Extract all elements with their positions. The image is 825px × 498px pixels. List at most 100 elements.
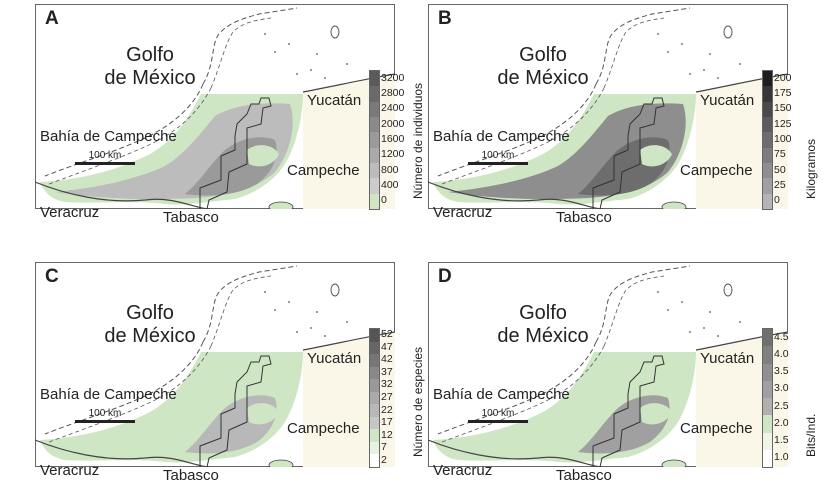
gulf-label-line1: Golfo [519,44,567,66]
coastline [428,331,788,467]
legend-swatch [370,441,379,455]
scale-bar: 100 km [468,150,528,165]
legend-tick-label: 42 [381,353,393,366]
legend-swatch [763,71,772,87]
alacranes-reef [723,25,733,39]
reef-dots [657,33,741,79]
legend-tick-label: 2.5 [774,399,789,412]
tabasco-label: Tabasco [556,209,612,226]
legend-swatch [370,162,379,179]
legend: 52 47 42 37 32 27 22 17 12 7 2 Número de especies [369,328,435,468]
legend-tick-label: 2800 [381,87,405,99]
campeche-label: Campeche [287,162,360,179]
legend-title: Kilogramos [804,138,818,199]
legend-title: Número de individuos [411,82,425,199]
scale-line [75,162,135,165]
legend-swatch [370,391,379,405]
alacranes-reef [330,25,340,39]
legend-tick-label: 1200 [381,148,405,161]
legend-swatch [763,162,772,179]
legend-swatch [763,380,772,398]
map-canvas [35,262,395,467]
legend-swatch [370,329,379,342]
legend-swatch [763,415,772,433]
scale-bar: 100 km [75,150,135,165]
land-area [428,332,788,467]
legend-swatch [370,86,379,102]
legend-tick-label: 4.5 [774,330,789,343]
legend-swatch [370,147,379,163]
legend-swatch [763,178,772,194]
scale-bar: 100 km [75,408,135,423]
legend-tick-label: 37 [381,365,393,378]
scale-label: 100 km [481,408,515,419]
yucatan-label: Yucatán [700,350,755,367]
legend-tick-label: 800 [381,163,399,176]
exclusion-zone [592,355,665,467]
legend-swatch [763,147,772,163]
legend-tick-label: 2 [381,453,387,466]
legend-tick-label: 0 [381,194,387,207]
map-canvas [428,4,788,209]
gulf-label-line1: Golfo [126,302,174,324]
alacranes-reef [723,283,733,297]
contour-low-patch [640,145,672,167]
coastline [428,73,788,209]
bay-label: Bahía de Campeche [40,386,177,403]
panel-c: C Golfo de México Bahía de Campeche Yuca… [35,262,425,484]
legend-swatch [370,429,379,442]
legend-swatch [763,398,772,416]
gulf-label: Golfo de México [488,302,598,348]
lagoon [661,201,687,209]
gulf-label-line2: de México [104,325,196,347]
tabasco-label: Tabasco [556,467,612,484]
legend: 4.5 4.0 3.5 3.0 2.5 2.0 1.5 1.0 Bits/Ind. [762,328,825,468]
legend-tick-label: 200 [774,71,792,84]
legend-title: Bits/Ind. [804,413,818,457]
eez-boundary [437,265,691,435]
lagoon [268,459,294,467]
scale-line [75,420,135,423]
legend-swatch [370,416,379,430]
scale-line [468,162,528,165]
gulf-label: Golfo de México [95,302,205,348]
bay-label: Bahía de Campeche [433,128,570,145]
gulf-label-line1: Golfo [519,302,567,324]
reef-dots [657,291,741,337]
legend-swatch [763,432,772,450]
shelf-boundary [48,17,272,185]
shelf-boundary [441,275,665,443]
legend-swatch [370,341,379,355]
legend-tick-label: 25 [774,179,786,191]
campeche-label: Campeche [680,420,753,437]
legend-swatch [763,363,772,381]
yucatan-label: Yucatán [700,92,755,109]
legend-tick-label: 150 [774,102,792,115]
legend-swatches [369,328,380,468]
panel-letter: B [438,8,452,29]
reef-dots [264,291,348,337]
legend-swatch [763,329,772,347]
legend-tick-label: 12 [381,428,393,441]
legend-tick-label: 2400 [381,102,405,115]
lagoon [268,201,294,209]
legend-swatch [370,116,379,133]
land-area [428,74,788,209]
legend-swatch [370,454,379,467]
legend-tick-label: 3.0 [774,382,789,395]
legend-tick-label: 0 [774,194,780,207]
coastline [35,73,395,209]
panel-b: B Golfo de México Bahía de Campeche Yuca… [428,4,818,226]
scale-label: 100 km [88,408,122,419]
exclusion-zone [199,355,272,467]
legend-tick-label: 1600 [381,133,405,145]
contour-low-patch [247,403,279,425]
panel-letter: C [45,266,59,287]
panel-a: A Golfo de México Bahía de Campeche Yuca… [35,4,425,226]
yucatan-label: Yucatán [307,350,362,367]
legend-swatches [762,328,773,468]
shelf-boundary [441,17,665,185]
veracruz-label: Veracruz [40,462,100,479]
legend-tick-label: 50 [774,163,786,176]
legend-tick-label: 2.0 [774,416,789,429]
